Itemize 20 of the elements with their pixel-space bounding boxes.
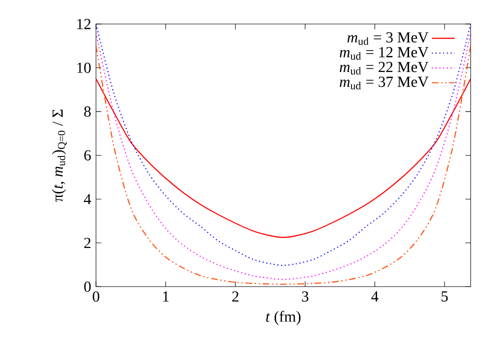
x-tick-label: 1 [163, 291, 169, 302]
x-tick-label: 2 [232, 291, 238, 302]
x-axis-title: t (fm) [266, 310, 300, 325]
y-axis-title: π(t, m$_{ud}$)$_{Q=0}$ / Σ [52, 110, 67, 202]
y-tick-label: 12 [77, 18, 90, 30]
legend-label: m$_{ud}$ = 22 MeV [340, 62, 428, 75]
y-tick-label: 0 [84, 282, 91, 292]
line-series [96, 78, 471, 238]
x-tick-label: 3 [302, 291, 308, 302]
legend-label: m$_{ud}$ = 12 MeV [340, 47, 428, 60]
x-tick-label: 5 [442, 291, 448, 302]
y-tick-label: 4 [84, 194, 92, 204]
legend-label: m$_{ud}$ = 37 MeV [340, 76, 428, 90]
y-tick-label: 6 [84, 150, 91, 160]
y-tick-label: 10 [77, 62, 91, 73]
x-tick-label: 4 [371, 291, 378, 302]
y-tick-label: 8 [84, 106, 91, 117]
x-tick-label: 0 [92, 291, 100, 302]
y-tick-label: 2 [84, 238, 90, 248]
legend-label: m$_{ud}$ = 3 MeV [347, 32, 428, 45]
